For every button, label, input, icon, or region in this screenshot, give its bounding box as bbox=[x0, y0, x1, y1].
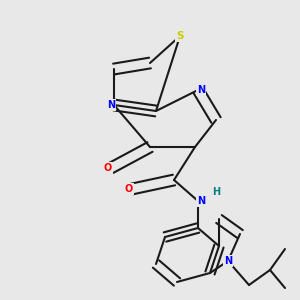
Text: N: N bbox=[107, 100, 115, 110]
Text: N: N bbox=[197, 196, 205, 206]
Text: O: O bbox=[125, 184, 133, 194]
Text: S: S bbox=[176, 31, 184, 41]
Text: N: N bbox=[197, 85, 205, 95]
Text: N: N bbox=[224, 256, 232, 266]
Text: O: O bbox=[104, 163, 112, 173]
Text: H: H bbox=[212, 187, 220, 197]
